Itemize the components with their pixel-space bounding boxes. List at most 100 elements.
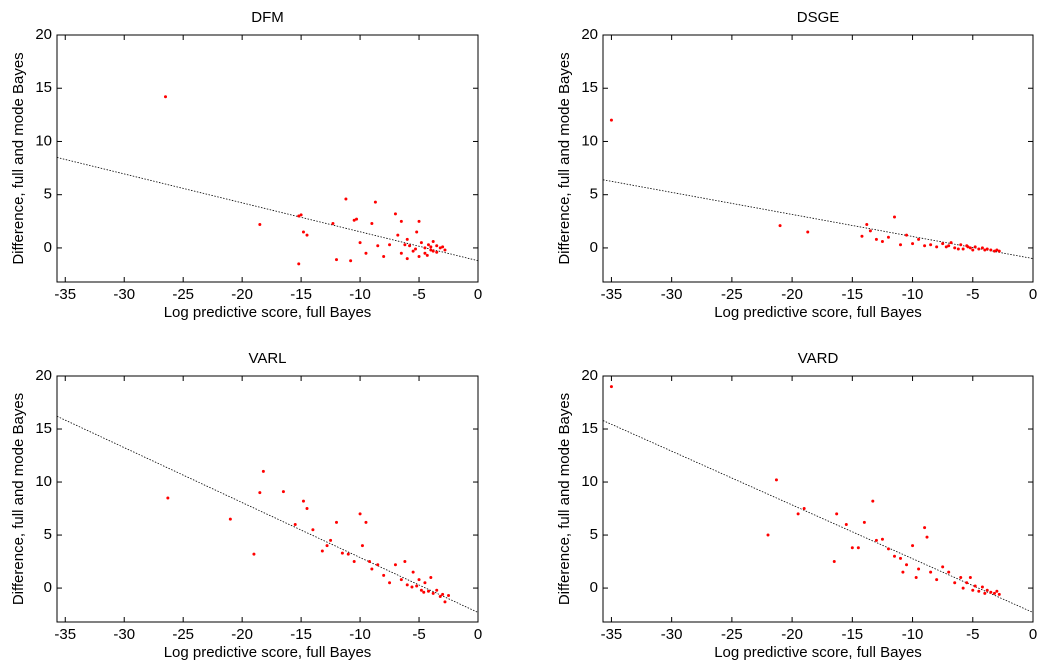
y-tick-label: 20 [35, 367, 52, 384]
point [261, 469, 265, 473]
y-tick-label: 5 [44, 526, 52, 543]
point [393, 212, 397, 216]
point [415, 584, 419, 588]
point [399, 578, 403, 582]
x-tick-label: -25 [172, 626, 194, 643]
point [971, 248, 975, 252]
point [997, 592, 1001, 596]
y-tick-label: 20 [581, 26, 598, 43]
y-tick-label: 20 [581, 367, 598, 384]
point [329, 538, 333, 542]
point [944, 245, 948, 249]
point [370, 221, 374, 225]
point [305, 233, 309, 237]
point [370, 567, 374, 571]
y-axis-label: Difference, full and mode Bayes [556, 393, 573, 605]
point [956, 247, 960, 251]
point [376, 244, 380, 248]
point [923, 244, 927, 248]
point [423, 581, 427, 585]
point [899, 556, 903, 560]
point [774, 478, 778, 482]
point [423, 251, 427, 255]
point [305, 507, 309, 511]
point [299, 213, 303, 217]
point [368, 560, 372, 564]
point [364, 251, 368, 255]
point [871, 499, 875, 503]
point [258, 223, 262, 227]
point [293, 522, 297, 526]
point [886, 547, 890, 551]
point [425, 253, 429, 257]
point [995, 248, 999, 252]
point [914, 575, 918, 579]
point [364, 520, 368, 524]
point [868, 229, 872, 233]
point [935, 578, 939, 582]
axes-box [602, 34, 1034, 283]
y-tick-label: 20 [35, 26, 52, 43]
x-axis-label: Log predictive score, full Bayes [714, 644, 922, 661]
x-tick-label: -30 [661, 286, 683, 303]
point [399, 219, 403, 223]
y-tick-label: 15 [581, 420, 598, 437]
point [961, 247, 965, 251]
point [355, 217, 359, 221]
point [968, 246, 972, 250]
x-tick-label: -35 [54, 626, 76, 643]
point [917, 567, 921, 571]
point [408, 244, 412, 248]
x-tick-label: 0 [1029, 286, 1037, 303]
point [435, 244, 439, 248]
point [228, 517, 232, 521]
point [417, 219, 421, 223]
point [778, 224, 782, 228]
point [997, 249, 1001, 253]
point [929, 570, 933, 574]
subplot-title: VARD [798, 350, 839, 367]
x-tick-label: -10 [349, 626, 371, 643]
point [382, 254, 386, 258]
axes-box [56, 375, 479, 623]
point [426, 589, 430, 593]
point [301, 499, 305, 503]
point [983, 248, 987, 252]
y-tick-label: 0 [590, 239, 598, 256]
point [431, 249, 435, 253]
point [411, 570, 415, 574]
point [892, 215, 896, 219]
point [405, 257, 409, 261]
x-tick-label: -35 [601, 626, 623, 643]
y-tick-label: 10 [35, 132, 52, 149]
point [949, 241, 953, 245]
point [443, 248, 447, 252]
point [297, 262, 301, 266]
point [334, 520, 338, 524]
point [358, 241, 362, 245]
point [941, 565, 945, 569]
point [393, 563, 397, 567]
point [311, 528, 315, 532]
point [609, 385, 613, 389]
point [423, 246, 427, 250]
point [388, 581, 392, 585]
x-tick-label: -20 [781, 286, 803, 303]
point [358, 512, 362, 516]
point [429, 575, 433, 579]
subplot-title: DFM [251, 9, 284, 26]
point [252, 552, 256, 556]
x-tick-label: -20 [231, 286, 253, 303]
point [376, 563, 380, 567]
x-tick-label: -20 [231, 626, 253, 643]
point [382, 573, 386, 577]
x-tick-label: -15 [841, 626, 863, 643]
point [320, 549, 324, 553]
point [977, 247, 981, 251]
x-tick-label: -10 [902, 626, 924, 643]
point [438, 595, 442, 599]
x-tick-label: 0 [1029, 626, 1037, 643]
y-tick-label: 0 [44, 579, 52, 596]
y-tick-label: 5 [590, 526, 598, 543]
